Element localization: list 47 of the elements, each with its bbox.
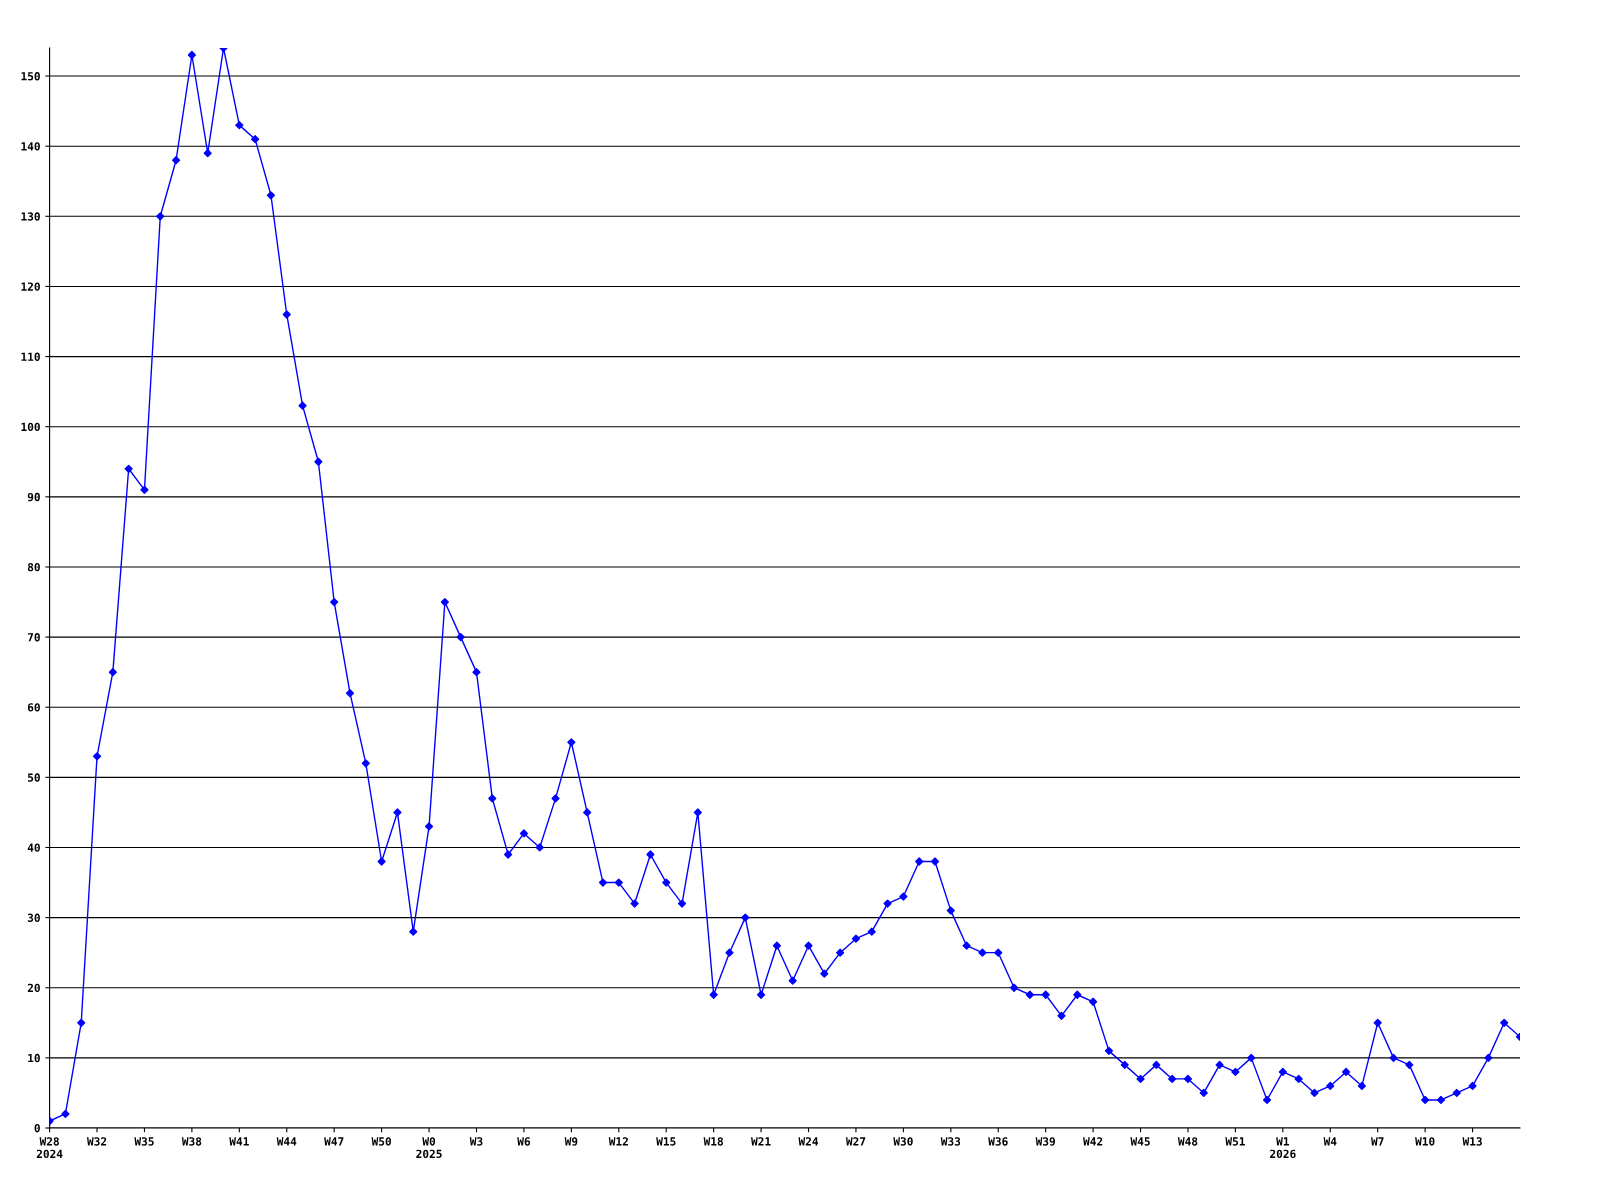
x-tick-label: W36 <box>988 1137 1008 1146</box>
y-tick-label: 90 <box>27 492 40 502</box>
x-tick-label: W27 <box>845 1137 866 1146</box>
x-tick-label: W4 <box>1323 1137 1337 1146</box>
x-tick-label: W35 <box>134 1137 154 1146</box>
x-tick-label: W32 <box>87 1137 107 1146</box>
x-tick-label: W10 <box>1415 1137 1435 1146</box>
x-tick-label: W0 2025 <box>416 1137 442 1159</box>
y-tick-label: 60 <box>27 703 40 712</box>
x-tick-label: W6 <box>517 1137 531 1146</box>
x-tick-label: W3 <box>469 1137 483 1146</box>
y-tick-label: 100 <box>21 422 40 432</box>
x-tick-label: W18 <box>703 1137 723 1146</box>
x-tick-label: W9 <box>564 1137 578 1146</box>
x-tick-label: W13 <box>1462 1137 1482 1146</box>
x-tick-label: W44 <box>276 1137 297 1146</box>
y-tick-label: 50 <box>27 773 40 782</box>
x-tick-label: W24 <box>798 1137 819 1146</box>
y-tick-label: 110 <box>21 352 40 361</box>
x-tick-label: W12 <box>608 1137 628 1146</box>
x-tick-label: W50 <box>371 1137 391 1146</box>
x-tick-label: W45 <box>1130 1137 1150 1146</box>
x-tick-label: W51 <box>1225 1137 1245 1146</box>
x-tick-label: W15 <box>656 1137 676 1146</box>
x-tick-label: W41 <box>229 1137 249 1146</box>
y-tick-label: 80 <box>27 562 40 572</box>
x-tick-label: W28 2024 <box>36 1137 63 1159</box>
x-tick-label: W7 <box>1371 1137 1384 1146</box>
y-tick-label: 20 <box>27 983 40 993</box>
y-tick-label: 120 <box>21 282 40 291</box>
y-tick-label: 70 <box>27 633 40 642</box>
y-tick-label: 130 <box>21 212 40 221</box>
x-tick-label: W1 2026 <box>1270 1137 1296 1159</box>
y-tick-label: 0 <box>34 1123 40 1133</box>
y-tick-label: 10 <box>28 1053 40 1063</box>
y-tick-label: 40 <box>27 843 40 852</box>
x-tick-label: W39 <box>1035 1137 1055 1146</box>
x-tick-label: W30 <box>893 1137 913 1146</box>
x-tick-label: W47 <box>324 1137 344 1146</box>
y-tick-label: 150 <box>21 72 40 81</box>
x-tick-label: W33 <box>940 1137 961 1146</box>
x-tick-label: W48 <box>1177 1137 1198 1146</box>
y-tick-label: 30 <box>27 913 40 922</box>
y-tick-label: 140 <box>21 142 40 151</box>
x-tick-label: W21 <box>751 1137 771 1146</box>
x-tick-label: W42 <box>1083 1137 1103 1146</box>
x-tick-label: W38 <box>181 1137 202 1146</box>
